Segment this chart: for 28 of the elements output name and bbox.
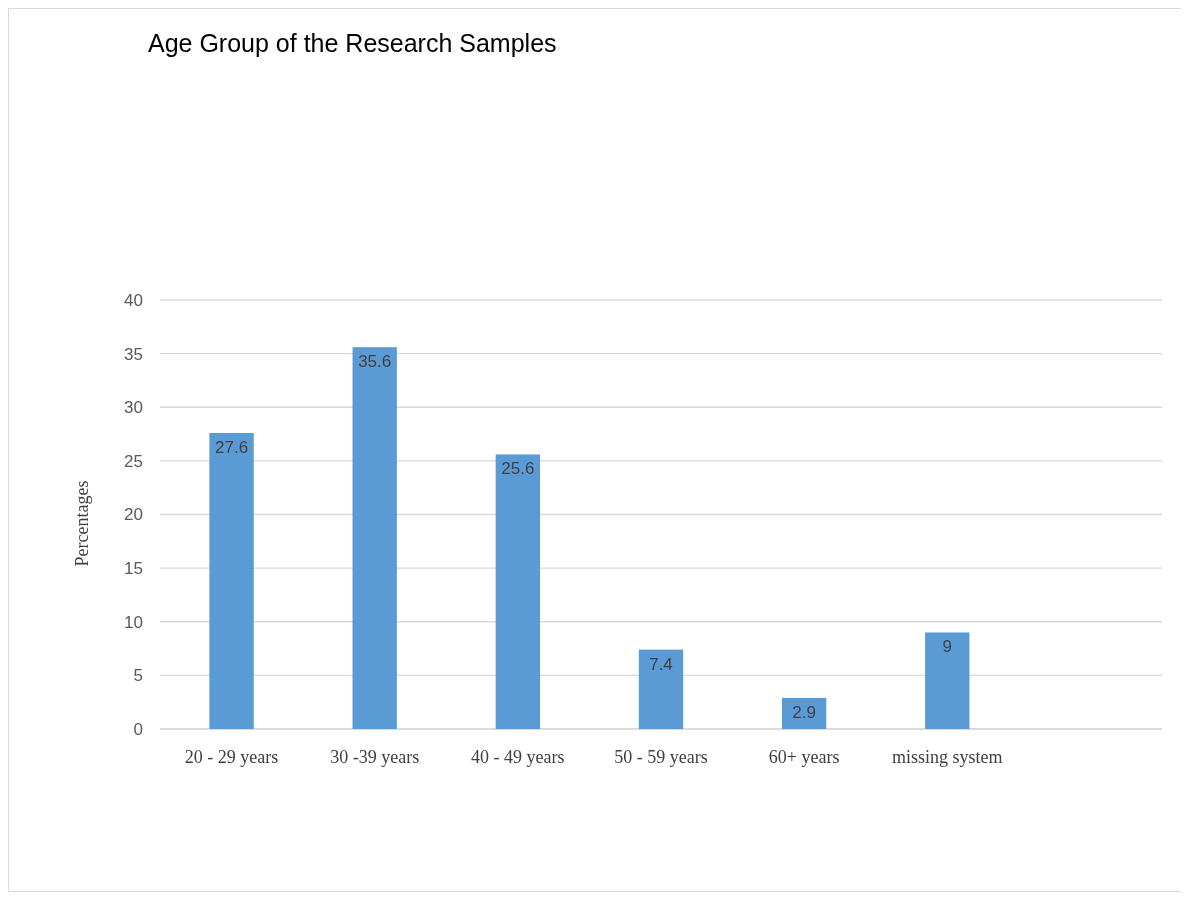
data-label: 7.4	[649, 654, 673, 674]
data-label: 9	[942, 637, 953, 657]
y-tick-label: 5	[133, 666, 143, 686]
y-tick-label: 30	[124, 398, 143, 418]
x-tick-label: 60+ years	[768, 747, 840, 767]
y-tick-label: 15	[124, 559, 143, 579]
data-label: 27.6	[215, 437, 249, 457]
data-label: 35.6	[358, 352, 392, 372]
x-tick-label: 40 - 49 years	[471, 747, 565, 767]
bar	[209, 432, 254, 729]
x-tick-label: 30 -39 years	[330, 747, 420, 767]
y-tick-label: 25	[124, 451, 143, 471]
y-tick-label: 0	[133, 719, 143, 739]
y-tick-label: 35	[124, 344, 143, 364]
x-tick-label: 50 - 59 years	[614, 747, 708, 767]
y-tick-label: 20	[124, 505, 143, 525]
chart-title: Age Group of the Research Samples	[148, 29, 557, 57]
bar	[925, 632, 970, 729]
bar	[638, 649, 684, 729]
data-label: 25.6	[501, 459, 535, 479]
y-tick-label: 10	[124, 612, 143, 632]
x-tick-label: 20 - 29 years	[184, 747, 279, 767]
bar	[495, 454, 541, 729]
y-axis-title: Percentages	[72, 480, 92, 567]
x-tick-label: missing system	[892, 747, 1003, 767]
data-label: 2.9	[792, 702, 816, 722]
bar	[352, 347, 397, 729]
y-tick-label: 40	[124, 290, 143, 310]
